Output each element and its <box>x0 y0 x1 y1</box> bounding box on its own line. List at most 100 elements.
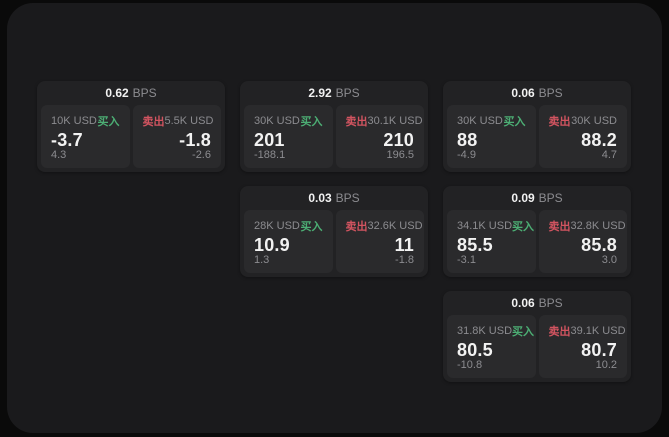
sell-tile-header: 卖出 30K USD <box>549 113 618 129</box>
sell-delta: -1.8 <box>395 254 414 266</box>
spread-value: 2.92 <box>308 86 332 100</box>
spread-value: 0.06 <box>511 296 535 310</box>
buy-price: -3.7 <box>51 129 83 150</box>
quote-card: 0.09 BPS 34.1K USD 买入 85.5 -3.1 卖出 32.8K… <box>443 186 631 277</box>
spread-value: 0.06 <box>511 86 535 100</box>
sell-side-label: 卖出 <box>345 221 368 233</box>
sell-notional: 30K USD <box>571 115 617 127</box>
sell-price: 11 <box>394 234 414 255</box>
buy-tile[interactable]: 30K USD 买入 201 -188.1 <box>244 105 333 168</box>
sell-side-label: 卖出 <box>142 116 165 128</box>
buy-side-label: 买入 <box>512 326 535 338</box>
spread-header: 0.06 BPS <box>443 291 631 315</box>
sell-tile[interactable]: 卖出 39.1K USD 80.7 10.2 <box>538 315 627 378</box>
spread-header: 0.09 BPS <box>443 186 631 210</box>
sell-notional: 30.1K USD <box>367 115 423 127</box>
buy-notional: 31.8K USD <box>457 325 513 337</box>
buy-notional: 34.1K USD <box>457 220 513 232</box>
spread-unit: BPS <box>538 296 563 310</box>
sell-tile-header: 卖出 39.1K USD <box>548 323 626 339</box>
quote-card: 0.03 BPS 28K USD 买入 10.9 1.3 卖出 32.6K US… <box>240 186 428 277</box>
sell-price: 210 <box>383 129 414 150</box>
sell-side-label: 卖出 <box>345 116 368 128</box>
quote-tiles: 30K USD 买入 88 -4.9 卖出 30K USD 88.2 4.7 <box>447 105 627 168</box>
buy-side-label: 买入 <box>300 116 323 128</box>
sell-tile[interactable]: 卖出 32.6K USD 11 -1.8 <box>335 210 424 273</box>
spread-unit: BPS <box>335 86 360 100</box>
quote-tiles: 31.8K USD 买入 80.5 -10.8 卖出 39.1K USD 80.… <box>447 315 627 378</box>
spread-header: 2.92 BPS <box>240 81 428 105</box>
quote-tiles: 10K USD 买入 -3.7 4.3 卖出 5.5K USD -1.8 -2.… <box>41 105 221 168</box>
buy-side-label: 买入 <box>512 221 535 233</box>
buy-price: 80.5 <box>457 339 493 360</box>
buy-price: 85.5 <box>457 234 493 255</box>
buy-side-label: 买入 <box>300 221 323 233</box>
spread-value: 0.09 <box>511 191 535 205</box>
buy-tile[interactable]: 28K USD 买入 10.9 1.3 <box>244 210 333 273</box>
buy-delta: -10.8 <box>457 359 483 371</box>
buy-tile-header: 34.1K USD 买入 <box>457 218 534 234</box>
spread-value: 0.03 <box>308 191 332 205</box>
sell-tile-header: 卖出 32.6K USD <box>345 218 423 234</box>
buy-tile[interactable]: 10K USD 买入 -3.7 4.3 <box>41 105 130 168</box>
buy-side-label: 买入 <box>503 116 526 128</box>
quote-card: 0.06 BPS 30K USD 买入 88 -4.9 卖出 30K USD 8… <box>443 81 631 172</box>
buy-price: 10.9 <box>254 234 290 255</box>
buy-tile-header: 28K USD 买入 <box>254 218 323 234</box>
sell-delta: -2.6 <box>192 149 211 161</box>
sell-price: 88.2 <box>581 129 617 150</box>
sell-tile[interactable]: 卖出 30.1K USD 210 196.5 <box>335 105 424 168</box>
buy-notional: 10K USD <box>51 115 97 127</box>
buy-notional: 28K USD <box>254 220 300 232</box>
spread-value: 0.62 <box>105 86 129 100</box>
spread-unit: BPS <box>538 86 563 100</box>
sell-side-label: 卖出 <box>548 116 571 128</box>
sell-notional: 39.1K USD <box>570 325 626 337</box>
sell-price: 80.7 <box>581 339 617 360</box>
quote-card: 0.62 BPS 10K USD 买入 -3.7 4.3 卖出 5.5K USD… <box>37 81 225 172</box>
buy-delta: -3.1 <box>457 254 476 266</box>
sell-tile[interactable]: 卖出 30K USD 88.2 4.7 <box>538 105 627 168</box>
buy-tile[interactable]: 30K USD 买入 88 -4.9 <box>447 105 536 168</box>
buy-tile-header: 31.8K USD 买入 <box>457 323 534 339</box>
buy-tile[interactable]: 34.1K USD 买入 85.5 -3.1 <box>447 210 536 273</box>
sell-delta: 3.0 <box>601 254 617 266</box>
sell-notional: 32.6K USD <box>367 220 423 232</box>
buy-price: 201 <box>254 129 285 150</box>
quote-tiles: 30K USD 买入 201 -188.1 卖出 30.1K USD 210 1… <box>244 105 424 168</box>
sell-price: 85.8 <box>581 234 617 255</box>
spread-header: 0.62 BPS <box>37 81 225 105</box>
sell-delta: 196.5 <box>386 149 414 161</box>
sell-side-label: 卖出 <box>548 221 571 233</box>
sell-side-label: 卖出 <box>548 326 571 338</box>
sell-price: -1.8 <box>179 129 211 150</box>
buy-delta: 4.3 <box>51 149 67 161</box>
buy-price: 88 <box>457 129 478 150</box>
quotes-panel: 0.62 BPS 10K USD 买入 -3.7 4.3 卖出 5.5K USD… <box>7 3 662 433</box>
quote-tiles: 28K USD 买入 10.9 1.3 卖出 32.6K USD 11 -1.8 <box>244 210 424 273</box>
sell-delta: 4.7 <box>601 149 617 161</box>
sell-notional: 32.8K USD <box>570 220 626 232</box>
spread-unit: BPS <box>538 191 563 205</box>
sell-delta: 10.2 <box>595 359 617 371</box>
buy-delta: 1.3 <box>254 254 270 266</box>
quote-card: 0.06 BPS 31.8K USD 买入 80.5 -10.8 卖出 39.1… <box>443 291 631 382</box>
sell-tile-header: 卖出 32.8K USD <box>548 218 626 234</box>
buy-tile-header: 30K USD 买入 <box>254 113 323 129</box>
buy-notional: 30K USD <box>457 115 503 127</box>
quote-tiles: 34.1K USD 买入 85.5 -3.1 卖出 32.8K USD 85.8… <box>447 210 627 273</box>
sell-tile-header: 卖出 30.1K USD <box>345 113 423 129</box>
buy-delta: -188.1 <box>254 149 286 161</box>
sell-tile[interactable]: 卖出 32.8K USD 85.8 3.0 <box>538 210 627 273</box>
buy-tile-header: 10K USD 买入 <box>51 113 120 129</box>
buy-side-label: 买入 <box>97 116 120 128</box>
quote-card: 2.92 BPS 30K USD 买入 201 -188.1 卖出 30.1K … <box>240 81 428 172</box>
spread-unit: BPS <box>335 191 360 205</box>
sell-notional: 5.5K USD <box>164 115 214 127</box>
buy-tile-header: 30K USD 买入 <box>457 113 526 129</box>
sell-tile-header: 卖出 5.5K USD <box>142 113 214 129</box>
buy-tile[interactable]: 31.8K USD 买入 80.5 -10.8 <box>447 315 536 378</box>
spread-unit: BPS <box>132 86 157 100</box>
sell-tile[interactable]: 卖出 5.5K USD -1.8 -2.6 <box>132 105 221 168</box>
buy-notional: 30K USD <box>254 115 300 127</box>
